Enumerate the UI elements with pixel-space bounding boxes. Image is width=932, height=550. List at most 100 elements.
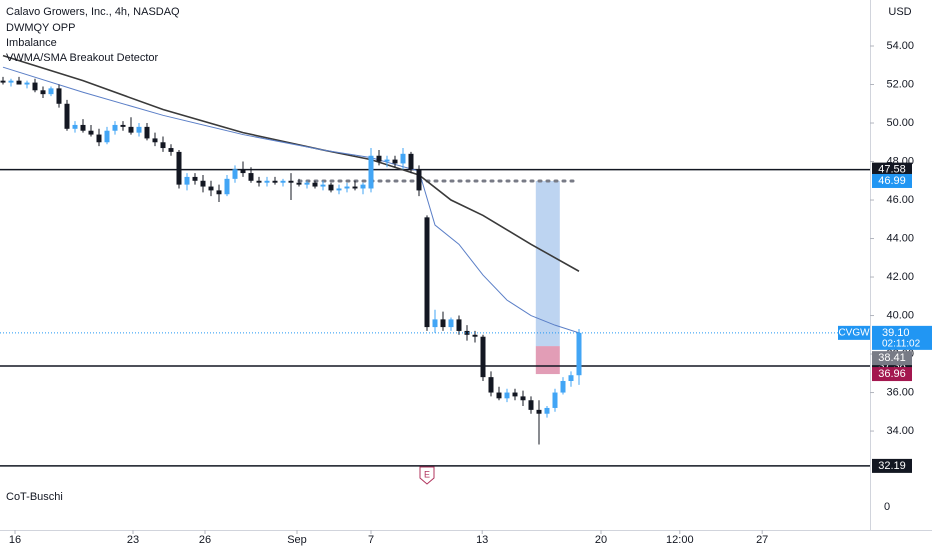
candle-body xyxy=(376,155,382,162)
plot-area xyxy=(0,54,870,467)
candle-body xyxy=(16,80,22,85)
y-tick-label: 46.00 xyxy=(886,194,914,206)
candle-body xyxy=(240,169,246,174)
candle-body xyxy=(520,396,526,401)
y-tick-label: 40.00 xyxy=(886,309,914,321)
candle-body xyxy=(64,103,70,129)
candle-body xyxy=(496,392,502,399)
candle-body xyxy=(192,176,198,181)
candle-body xyxy=(280,180,286,183)
dotted-level-box xyxy=(872,173,912,188)
x-tick-label: 23 xyxy=(127,534,139,546)
candle-body xyxy=(152,138,158,143)
candle-body xyxy=(432,319,438,328)
candle-body xyxy=(72,124,78,129)
x-tick-label: Sep xyxy=(287,534,307,546)
candle-body xyxy=(184,176,190,185)
currency: USD xyxy=(888,6,911,18)
candle-body xyxy=(48,88,54,95)
dotted-level-label: 46.99 xyxy=(878,175,906,187)
candle-body xyxy=(216,190,222,195)
candle-body xyxy=(392,159,398,164)
y-tick-label: 44.00 xyxy=(886,232,914,244)
candle-body xyxy=(488,377,494,393)
y-tick-label: 52.00 xyxy=(886,78,914,90)
candle-body xyxy=(0,80,6,83)
y-tick-label: 34.00 xyxy=(886,425,914,437)
candle-body xyxy=(464,330,470,335)
ma-line xyxy=(2,66,580,334)
candle-body xyxy=(512,392,518,397)
candle-body xyxy=(248,173,254,181)
candle-body xyxy=(320,184,326,187)
candle-body xyxy=(480,336,486,378)
candle-body xyxy=(296,182,302,185)
candle-body xyxy=(576,332,582,376)
candle-body xyxy=(56,88,62,104)
candle-body xyxy=(448,319,454,328)
candle-body xyxy=(128,126,134,133)
event-label: E xyxy=(424,469,430,479)
level-label-box xyxy=(872,458,912,473)
y-tick-label: 36.00 xyxy=(886,386,914,398)
candle-body xyxy=(504,392,510,399)
x-tick-label: 13 xyxy=(476,534,488,546)
candle-body xyxy=(272,180,278,183)
candle-body xyxy=(224,178,230,195)
symbol-label: CVGW xyxy=(838,328,870,339)
candle-body xyxy=(472,334,478,337)
candle-body xyxy=(400,153,406,164)
candle-body xyxy=(408,153,414,170)
volume-scale-label: 0 xyxy=(884,501,890,513)
candle-body xyxy=(120,124,126,127)
zone xyxy=(535,346,560,375)
price-label: 38.41 xyxy=(878,352,906,364)
y-tick-label: 50.00 xyxy=(886,117,914,129)
candle-body xyxy=(528,400,534,410)
level-label: 47.58 xyxy=(878,164,906,176)
candle-body xyxy=(368,155,374,189)
candle-body xyxy=(112,124,118,131)
event-marker xyxy=(419,466,435,485)
candle-body xyxy=(552,392,558,408)
candle-body xyxy=(8,80,14,83)
watermark: CoT-Buschi xyxy=(6,491,63,503)
candle-body xyxy=(288,180,294,183)
candle-body xyxy=(256,180,262,183)
candle-body xyxy=(208,186,214,191)
price-label: 36.96 xyxy=(878,368,906,380)
y-tick-label: 54.00 xyxy=(886,40,914,52)
candle-body xyxy=(200,180,206,187)
x-tick-label: 20 xyxy=(595,534,607,546)
candle-body xyxy=(456,319,462,331)
candle-body xyxy=(544,407,550,414)
y-tick-label: 42.00 xyxy=(886,271,914,283)
candle-body xyxy=(232,169,238,179)
candle-body xyxy=(32,82,38,91)
price-label-box xyxy=(872,367,912,382)
candle-body xyxy=(560,380,566,393)
candle-body xyxy=(352,186,358,189)
x-tick-label: 16 xyxy=(9,534,21,546)
x-tick-label: 27 xyxy=(756,534,768,546)
candle-body xyxy=(344,186,350,189)
candle-body xyxy=(360,184,366,189)
candle-body xyxy=(328,184,334,191)
candle-body xyxy=(136,126,142,133)
candle-body xyxy=(168,148,174,152)
level-label-box xyxy=(872,162,912,177)
candle-body xyxy=(384,159,390,162)
x-tick-label: 12:00 xyxy=(666,534,694,546)
candle-body xyxy=(336,188,342,191)
level-label: 32.19 xyxy=(878,460,906,472)
candle-body xyxy=(176,151,182,185)
price-label: 39.10 xyxy=(882,327,910,339)
candle-body xyxy=(312,182,318,187)
candle-body xyxy=(144,126,150,139)
candle-body xyxy=(160,142,166,149)
indicator-name: Imbalance xyxy=(6,37,57,49)
indicator-name: DWMQY OPP xyxy=(6,22,75,34)
candle-body xyxy=(264,180,270,183)
